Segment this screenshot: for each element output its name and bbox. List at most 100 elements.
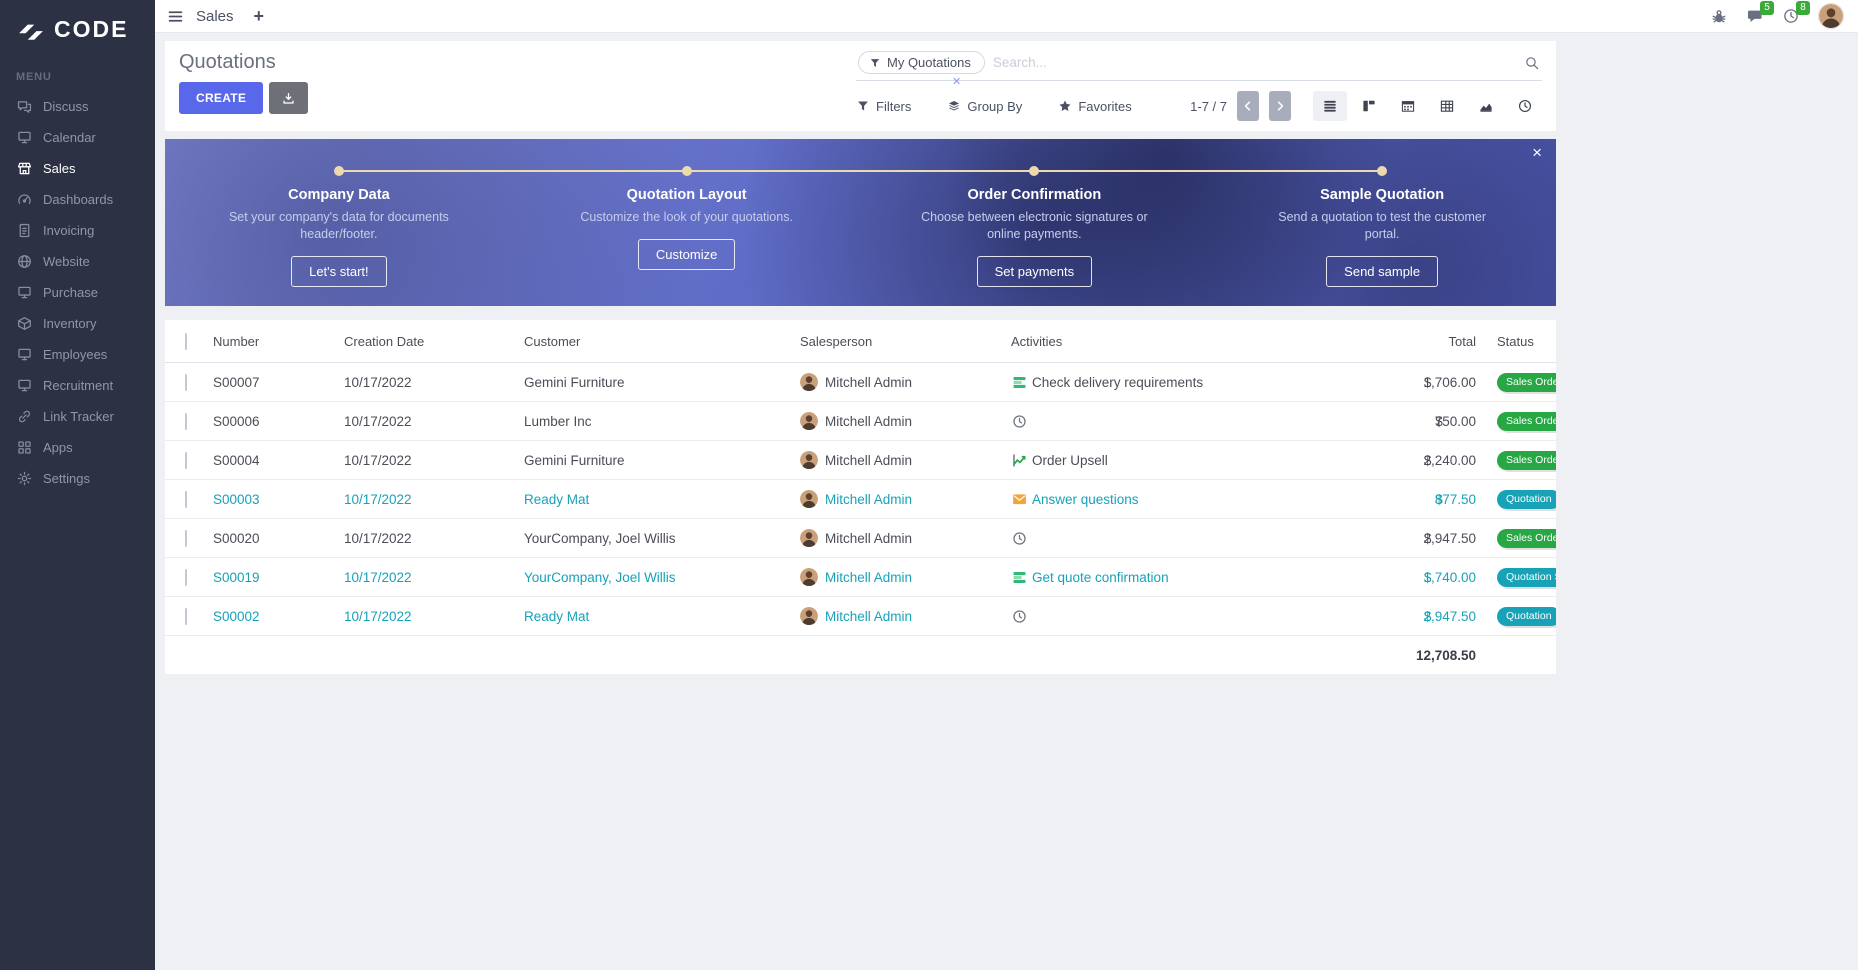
currency-symbol: $	[1424, 570, 1432, 585]
select-all-checkbox[interactable]	[185, 333, 187, 350]
sidebar-item-discuss[interactable]: Discuss	[0, 91, 155, 122]
row-checkbox[interactable]	[185, 491, 187, 508]
sidebar-item-website[interactable]: Website	[0, 246, 155, 277]
row-checkbox[interactable]	[185, 452, 187, 469]
column-header-creation-date[interactable]: Creation Date	[344, 334, 524, 349]
favorites-button[interactable]: Favorites	[1058, 99, 1131, 114]
sidebar-item-invoicing[interactable]: Invoicing	[0, 215, 155, 246]
view-kanban-button[interactable]	[1352, 91, 1386, 121]
salesperson-name: Mitchell Admin	[825, 609, 912, 624]
salesperson-avatar	[800, 412, 818, 430]
column-header-customer[interactable]: Customer	[524, 334, 800, 349]
row-checkbox[interactable]	[185, 413, 187, 430]
hamburger-menu-icon[interactable]	[167, 8, 184, 25]
view-calendar-button[interactable]	[1391, 91, 1425, 121]
table-row-s00004[interactable]: S0000410/17/2022Gemini FurnitureMitchell…	[165, 441, 1556, 480]
box-icon	[16, 315, 33, 332]
quotation-number: S00004	[213, 453, 344, 468]
activity-cell[interactable]: Check delivery requirements	[1011, 374, 1371, 391]
activity-cell[interactable]: Answer questions	[1011, 491, 1371, 508]
table-row-s00007[interactable]: S0000710/17/2022Gemini FurnitureMitchell…	[165, 363, 1556, 402]
new-tab-button[interactable]: +	[254, 6, 265, 27]
activity-cell[interactable]	[1011, 530, 1371, 547]
salesperson-cell: Mitchell Admin	[800, 607, 1011, 625]
activity-cell[interactable]: Get quote confirmation	[1011, 569, 1371, 586]
table-row-s00002[interactable]: S0000210/17/2022Ready MatMitchell Admin$…	[165, 597, 1556, 636]
sidebar-item-link-tracker[interactable]: Link Tracker	[0, 401, 155, 432]
step-action-button[interactable]: Customize	[638, 239, 735, 270]
salesperson-name: Mitchell Admin	[825, 531, 912, 546]
view-list-button[interactable]	[1313, 91, 1347, 121]
row-checkbox[interactable]	[185, 608, 187, 625]
count-badge: 8	[1796, 1, 1810, 15]
activities-icon[interactable]: 8	[1782, 7, 1800, 25]
creation-date: 10/17/2022	[344, 414, 524, 429]
count-badge: 5	[1760, 1, 1774, 15]
sidebar-item-purchase[interactable]: Purchase	[0, 277, 155, 308]
creation-date: 10/17/2022	[344, 492, 524, 507]
sidebar-item-apps[interactable]: Apps	[0, 432, 155, 463]
table-row-s00019[interactable]: S0001910/17/2022YourCompany, Joel Willis…	[165, 558, 1556, 597]
sidebar-item-inventory[interactable]: Inventory	[0, 308, 155, 339]
quotation-number: S00019	[213, 570, 344, 585]
next-page-button[interactable]	[1269, 91, 1291, 121]
currency-symbol: $	[1424, 375, 1432, 390]
step-action-button[interactable]: Let's start!	[291, 256, 387, 287]
column-header-activities[interactable]: Activities	[1011, 334, 1371, 349]
sidebar-item-recruitment[interactable]: Recruitment	[0, 370, 155, 401]
status-cell: Quotation	[1476, 490, 1556, 509]
shop-icon	[16, 160, 33, 177]
search-input[interactable]	[985, 53, 1524, 72]
table-row-s00006[interactable]: S0000610/17/2022Lumber IncMitchell Admin…	[165, 402, 1556, 441]
activity-cell[interactable]	[1011, 608, 1371, 625]
column-header-number[interactable]: Number	[213, 334, 344, 349]
search-filter-chip[interactable]: My Quotations	[858, 51, 985, 74]
search-icon[interactable]	[1524, 55, 1540, 71]
view-pivot-button[interactable]	[1430, 91, 1464, 121]
step-dot	[334, 166, 344, 176]
step-dot	[1029, 166, 1039, 176]
column-header-status[interactable]: Status	[1476, 334, 1556, 349]
create-button[interactable]: CREATE	[179, 82, 263, 114]
view-switcher	[1313, 91, 1542, 121]
group-by-button[interactable]: Group By	[947, 99, 1022, 114]
table-row-s00003[interactable]: S0000310/17/2022Ready MatMitchell AdminA…	[165, 480, 1556, 519]
filters-button[interactable]: Filters	[856, 99, 911, 114]
rowclock-icon	[1011, 608, 1028, 625]
gauge-icon	[16, 191, 33, 208]
row-checkbox[interactable]	[185, 569, 187, 586]
sidebar-item-sales[interactable]: Sales	[0, 153, 155, 184]
sidebar-item-employees[interactable]: Employees	[0, 339, 155, 370]
remove-filter-icon[interactable]: ✕	[952, 75, 961, 88]
currency-symbol: $	[1435, 414, 1443, 429]
row-checkbox[interactable]	[185, 530, 187, 547]
export-button[interactable]	[269, 82, 308, 114]
messages-icon[interactable]: 5	[1746, 7, 1764, 25]
status-badge: Quotation	[1497, 607, 1556, 626]
bug-icon[interactable]	[1710, 7, 1728, 25]
sidebar-item-label: Settings	[43, 471, 90, 486]
sidebar-item-calendar[interactable]: Calendar	[0, 122, 155, 153]
view-activity-button[interactable]	[1508, 91, 1542, 121]
activity-cell[interactable]	[1011, 413, 1371, 430]
row-checkbox[interactable]	[185, 374, 187, 391]
step-action-button[interactable]: Set payments	[977, 256, 1093, 287]
sidebar-item-settings[interactable]: Settings	[0, 463, 155, 494]
sidebar-item-dashboards[interactable]: Dashboards	[0, 184, 155, 215]
user-avatar[interactable]	[1818, 3, 1844, 29]
creation-date: 10/17/2022	[344, 453, 524, 468]
funnel-icon	[856, 99, 870, 113]
brand[interactable]: CODE	[0, 0, 155, 53]
view-graph-button[interactable]	[1469, 91, 1503, 121]
column-header-salesperson[interactable]: Salesperson	[800, 334, 1011, 349]
app-title[interactable]: Sales	[196, 8, 234, 25]
sidebar-item-label: Recruitment	[43, 378, 113, 393]
activity-cell[interactable]: Order Upsell	[1011, 452, 1371, 469]
quotation-number: S00002	[213, 609, 344, 624]
column-header-total[interactable]: Total	[1371, 334, 1476, 349]
list-view-icon	[1322, 98, 1338, 114]
table-row-s00020[interactable]: S0002010/17/2022YourCompany, Joel Willis…	[165, 519, 1556, 558]
prev-page-button[interactable]	[1237, 91, 1259, 121]
step-action-button[interactable]: Send sample	[1326, 256, 1438, 287]
chevron-left-icon	[1241, 95, 1255, 117]
